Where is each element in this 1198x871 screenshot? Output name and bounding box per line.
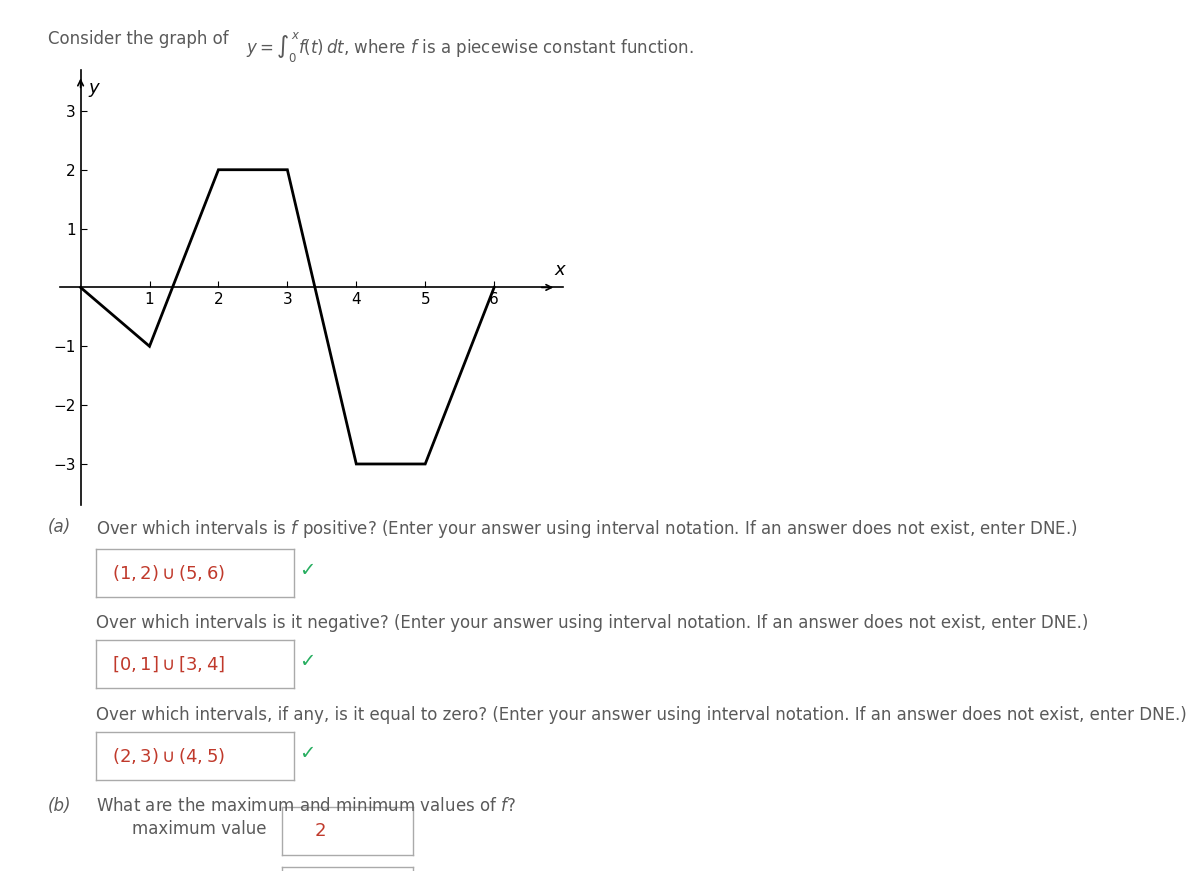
Text: ✓: ✓ — [300, 744, 316, 763]
Text: Over which intervals, if any, is it equal to zero? (Enter your answer using inte: Over which intervals, if any, is it equa… — [96, 706, 1186, 724]
Text: Consider the graph of: Consider the graph of — [48, 30, 234, 49]
Text: x: x — [555, 260, 565, 279]
Text: 2: 2 — [314, 822, 326, 841]
Text: maximum value: maximum value — [132, 820, 266, 838]
Text: $(1,2)\cup(5,6)$: $(1,2)\cup(5,6)$ — [111, 563, 225, 583]
Text: $[0,1]\cup[3,4]$: $[0,1]\cup[3,4]$ — [111, 654, 225, 674]
Text: What are the maximum and minimum values of $f$?: What are the maximum and minimum values … — [96, 797, 516, 815]
Text: (b): (b) — [48, 797, 72, 815]
Text: ✓: ✓ — [300, 652, 316, 672]
Text: Over which intervals is it negative? (Enter your answer using interval notation.: Over which intervals is it negative? (En… — [96, 614, 1088, 632]
Text: ✓: ✓ — [300, 561, 316, 580]
Text: y: y — [89, 78, 99, 97]
Text: (a): (a) — [48, 518, 71, 537]
Text: $y = \int_0^x f(t)\,dt$, where $f$ is a piecewise constant function.: $y = \int_0^x f(t)\,dt$, where $f$ is a … — [246, 30, 694, 64]
Text: Over which intervals is $f$ positive? (Enter your answer using interval notation: Over which intervals is $f$ positive? (E… — [96, 518, 1077, 540]
Text: $(2,3)\cup(4,5)$: $(2,3)\cup(4,5)$ — [111, 746, 225, 766]
